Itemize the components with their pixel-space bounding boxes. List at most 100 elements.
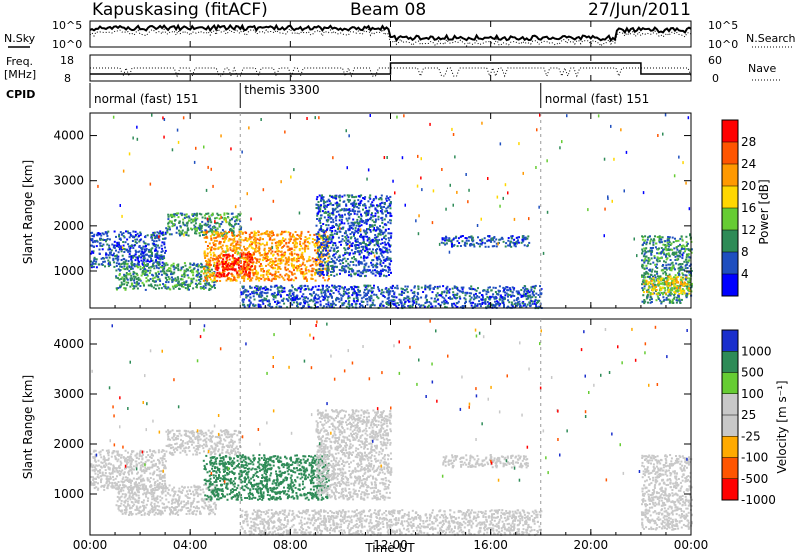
range-cell [233,216,235,218]
range-cell [678,299,680,301]
range-cell [161,287,163,289]
range-cell [657,260,659,262]
range-cell [272,260,274,262]
range-cell [157,279,159,281]
range-cell [244,249,246,251]
range-cell [257,242,259,244]
range-cell [672,299,674,301]
range-cell [376,248,378,250]
range-cell [150,260,152,262]
range-cell [481,303,483,305]
range-cell [334,242,336,244]
range-cell [98,263,100,265]
range-cell [328,278,330,280]
range-cell [370,214,372,216]
range-cell [473,244,475,246]
range-cell [651,269,653,271]
range-cell [259,239,261,241]
range-cell [376,257,378,259]
range-cell [681,299,683,301]
range-cell [128,250,130,252]
range-cell [330,221,332,223]
range-cell [264,244,266,246]
range-cell [118,251,120,253]
range-cell [307,231,309,233]
range-cell [300,285,302,287]
range-cell [216,213,218,215]
range-cell [322,237,324,239]
range-cell [227,213,229,215]
range-cell [643,260,645,262]
range-cell [350,203,352,205]
range-cell [681,269,683,271]
range-cell [243,280,245,282]
range-cell [336,202,338,204]
range-cell [661,247,663,249]
range-cell [213,231,215,233]
range-cell [299,264,301,266]
range-cell [172,225,174,227]
range-cell [177,276,179,278]
range-cell [375,196,377,198]
range-cell [327,204,329,206]
range-cell [396,296,398,298]
range-cell [668,282,670,284]
range-cell [209,243,211,245]
range-cell [104,265,106,267]
range-cell [357,238,359,240]
range-cell [507,296,509,298]
range-cell [312,241,314,243]
beam-title: Beam 08 [350,0,426,20]
range-cell [384,203,386,205]
range-cell [155,275,157,277]
range-cell [363,241,365,243]
range-cell [298,235,300,237]
range-cell [206,255,208,257]
range-cell [329,229,331,231]
range-cell [320,200,322,202]
range-cell [157,285,159,287]
range-cell [255,270,257,272]
range-cell [651,247,653,249]
range-cell [148,249,150,251]
range-cell [644,268,646,270]
range-cell [463,297,465,299]
range-cell [499,239,501,241]
range-cell [369,194,371,196]
range-cell [210,254,212,256]
range-cell [369,238,371,240]
range-cell [507,289,509,291]
range-cell [687,267,689,269]
range-cell [127,279,129,281]
range-cell [252,269,254,271]
range-cell [260,270,262,272]
range-cell [227,254,229,256]
range-cell [116,262,118,264]
range-cell [315,294,317,296]
range-cell [233,277,235,279]
range-cell [214,287,216,289]
range-cell [186,225,188,227]
range-cell [150,256,152,258]
range-cell [209,225,211,227]
range-cell [305,268,307,270]
range-cell [660,236,662,238]
range-cell [343,268,345,270]
range-cell [293,267,295,269]
range-cell [329,250,331,252]
range-cell [153,262,155,264]
range-cell [225,254,227,256]
range-cell [662,269,664,271]
range-cell [119,274,121,276]
range-cell [485,246,487,248]
range-cell [157,271,159,273]
range-cell [235,216,237,218]
range-cell [668,289,670,291]
range-cell [210,274,212,276]
range-cell [137,274,139,276]
range-cell [158,267,160,269]
range-cell [99,253,101,255]
range-cell [113,261,115,263]
range-cell [155,280,157,282]
range-cell [350,225,352,227]
